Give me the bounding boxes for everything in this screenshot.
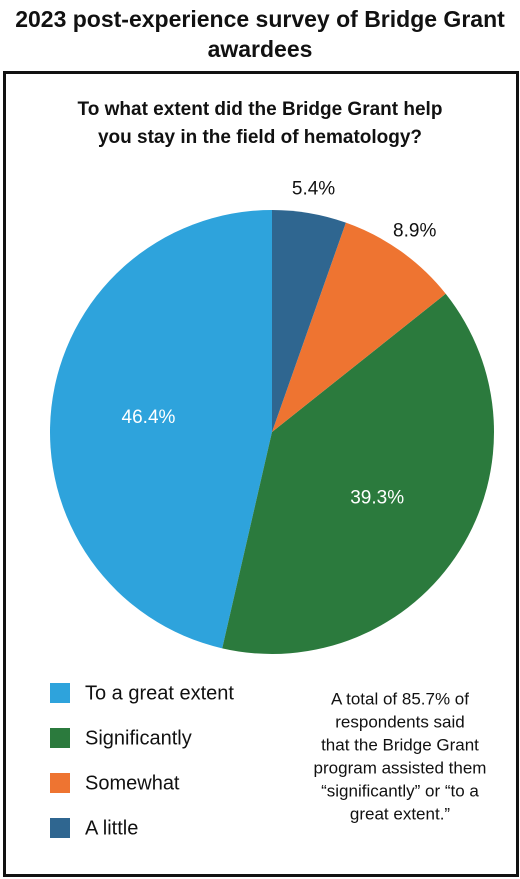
chart-subtitle: To what extent did the Bridge Grant help… (77, 99, 443, 148)
note-line: program assisted them (314, 758, 487, 777)
legend-label: To a great extent (85, 682, 234, 704)
data-label: 39.3% (350, 487, 404, 508)
legend-label: Significantly (85, 727, 192, 749)
pie-slice (272, 222, 446, 432)
legend-swatch (50, 683, 70, 703)
data-label: 8.9% (393, 221, 436, 242)
note-line: great extent.” (350, 804, 451, 823)
note-line: “significantly” or “to a (321, 781, 479, 800)
legend-swatch (50, 728, 70, 748)
pie-slice (222, 293, 494, 654)
pie-slice (272, 210, 346, 432)
legend-swatch (50, 818, 70, 838)
note-line: respondents said (335, 712, 464, 731)
pie-slice (49, 210, 272, 649)
legend-swatch (50, 773, 70, 793)
data-label: 5.4% (292, 179, 335, 200)
note-line: A total of 85.7% of (331, 689, 469, 708)
note-line: that the Bridge Grant (321, 735, 479, 754)
chart-title: 2023 post-experience survey of Bridge Gr… (15, 6, 505, 62)
data-label: 46.4% (122, 407, 176, 428)
frame (3, 71, 519, 877)
legend-label: Somewhat (85, 772, 180, 794)
legend-label: A little (85, 817, 138, 839)
